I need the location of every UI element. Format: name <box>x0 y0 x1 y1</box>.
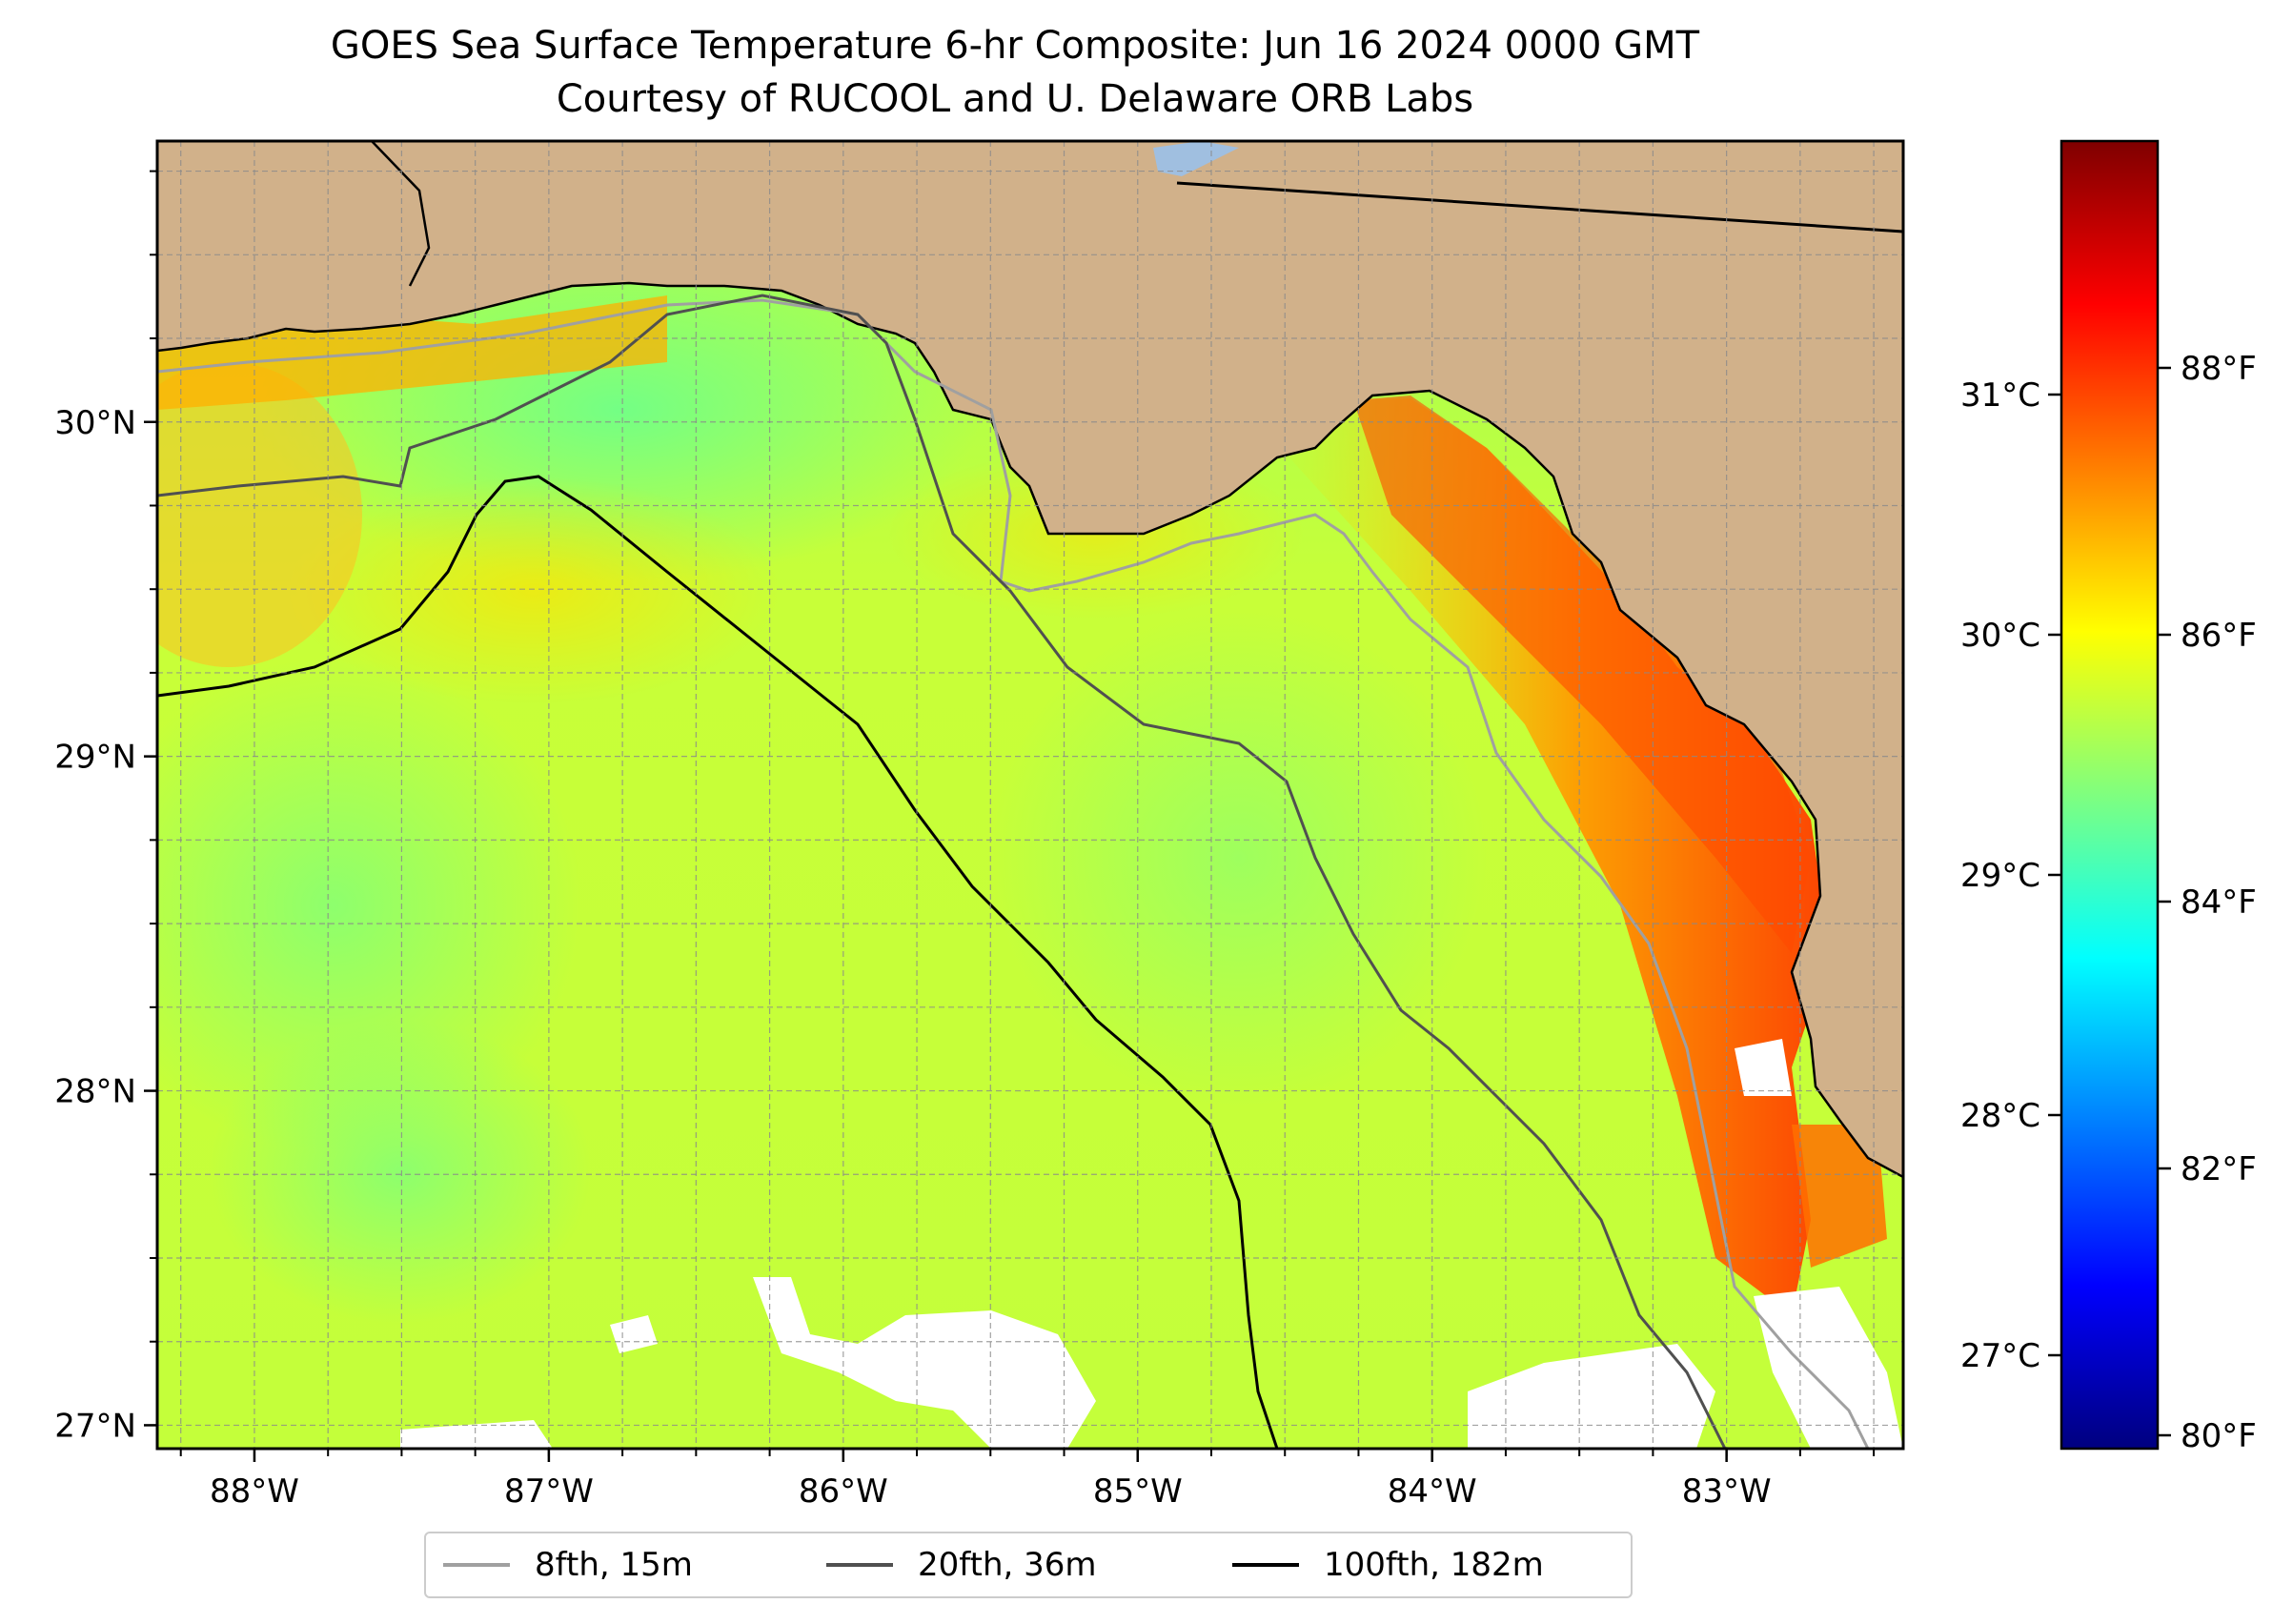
lat-tick-label: 27°N <box>54 1407 136 1445</box>
lon-tick-label: 84°W <box>1388 1472 1477 1511</box>
colorbar-c-label: 30°C <box>1960 617 2040 655</box>
warm-water-patch <box>157 362 362 667</box>
state-border <box>1176 181 1903 233</box>
colorbar-c-label: 29°C <box>1960 857 2040 895</box>
contour-15m <box>157 298 1870 1449</box>
lake <box>1153 141 1239 176</box>
map-gridlines <box>157 141 1903 1449</box>
map-frame <box>155 139 1905 1451</box>
lon-tick-label: 83°W <box>1682 1472 1772 1511</box>
state-border <box>371 141 431 287</box>
lat-tick-label: 29°N <box>54 739 136 777</box>
legend-swatch-182m <box>1232 1563 1299 1567</box>
contour-182m <box>157 475 1279 1449</box>
no-data-patch <box>400 1420 553 1449</box>
colorbar-f-label: 80°F <box>2181 1417 2257 1455</box>
legend-item-36m: 20fth, 36m <box>826 1533 1097 1596</box>
lat-tick-label: 28°N <box>54 1073 136 1111</box>
warm-water-patch <box>286 477 781 705</box>
warm-coastal-band <box>1268 398 1830 1315</box>
legend-item-15m: 8fth, 15m <box>443 1533 693 1596</box>
map-area <box>157 141 1903 1449</box>
colorbar-f-label: 82°F <box>2181 1150 2257 1188</box>
colorbar: 80°F 82°F 84°F 86°F 88°F 27°C 28°C 29°C 30°C 31°C <box>1960 139 2257 1455</box>
map-title: GOES Sea Surface Temperature 6-hr Compos… <box>330 24 1700 68</box>
legend-swatch-15m <box>443 1563 510 1567</box>
legend-label-15m: 8fth, 15m <box>535 1546 693 1584</box>
hot-bay-water <box>1792 1125 1887 1268</box>
no-data-patch <box>610 1315 658 1353</box>
contour-36m <box>157 294 1727 1449</box>
lon-tick-label: 85°W <box>1093 1472 1183 1511</box>
colorbar-c-label: 27°C <box>1960 1337 2040 1375</box>
colorbar-f-label: 84°F <box>2181 883 2257 922</box>
no-data-patch <box>1754 1287 1903 1449</box>
legend-swatch-36m <box>826 1563 893 1567</box>
colorbar-ticks: 80°F 82°F 84°F 86°F 88°F 27°C 28°C 29°C 30°C 31°C <box>1960 350 2257 1455</box>
legend-label-36m: 20fth, 36m <box>918 1546 1097 1584</box>
colorbar-f-label: 86°F <box>2181 617 2257 655</box>
lon-tick-label: 88°W <box>210 1472 299 1511</box>
colorbar-f-label: 88°F <box>2181 350 2257 388</box>
no-data-patch <box>1735 1039 1792 1096</box>
contour-legend: 8fth, 15m 20fth, 36m 100fth, 182m <box>424 1532 1633 1598</box>
map-subtitle: Courtesy of RUCOOL and U. Delaware ORB L… <box>556 77 1474 121</box>
colorbar-c-label: 28°C <box>1960 1097 2040 1135</box>
lon-tick-label: 86°W <box>799 1472 888 1511</box>
lon-tick-label: 87°W <box>504 1472 594 1511</box>
no-data-patch <box>753 1277 1096 1449</box>
lat-tick-label: 30°N <box>54 404 136 442</box>
legend-label-182m: 100fth, 182m <box>1324 1546 1544 1584</box>
colorbar-c-label: 31°C <box>1960 376 2040 415</box>
colorbar-gradient <box>2060 139 2160 1451</box>
land-mass <box>157 141 1903 1179</box>
legend-item-182m: 100fth, 182m <box>1232 1533 1544 1596</box>
map-axes: 88°W 87°W 86°W 85°W 84°W 83°W 27°N 28°N 29°N 30°N <box>54 170 1876 1511</box>
cool-water-patch <box>210 1020 591 1325</box>
hot-coastal-band <box>1353 396 1811 953</box>
cool-water-patch <box>991 610 1487 1106</box>
